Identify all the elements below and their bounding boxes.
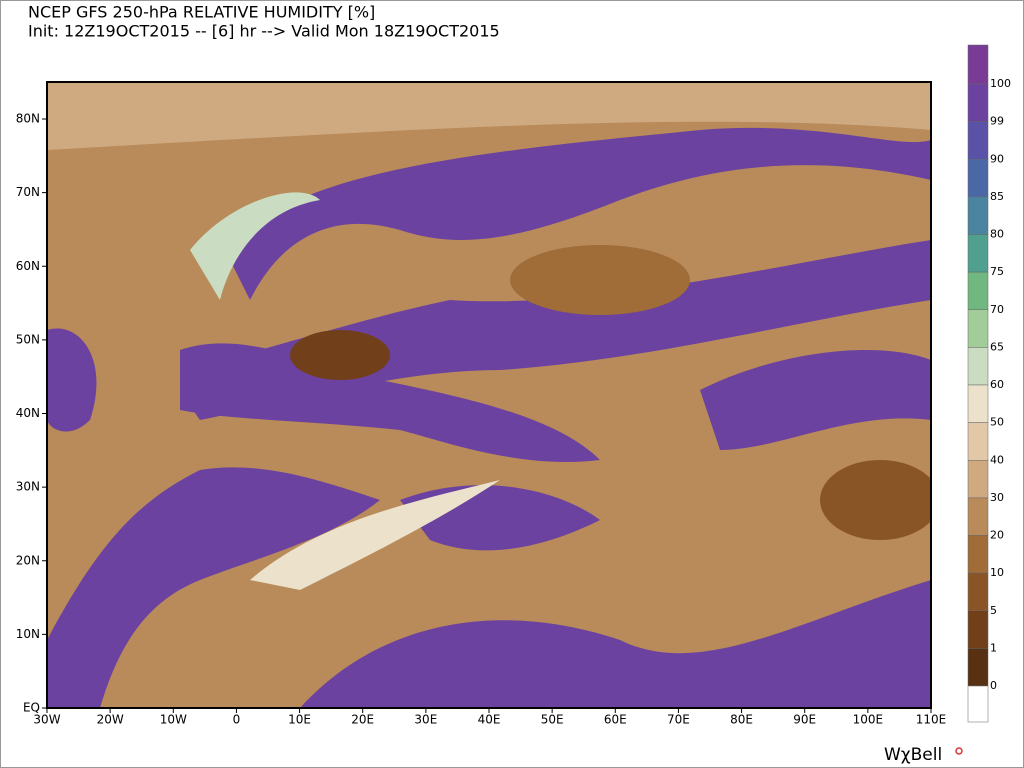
brand-dot: [955, 747, 963, 755]
colorbar-box: [967, 121, 989, 160]
colorbar-label: 85: [990, 190, 1004, 203]
field-area: [180, 343, 600, 463]
field-area: [47, 328, 97, 432]
brand-logo: WχBell: [884, 745, 942, 765]
map-field: [46, 81, 932, 709]
colorbar-box: [967, 347, 989, 386]
field-area: [700, 350, 931, 450]
field-area: [290, 330, 390, 380]
colorbar-box: [967, 535, 989, 574]
colorbar-label: 70: [990, 303, 1004, 316]
colorbar-box: [967, 422, 989, 461]
colorbar-box: [967, 648, 989, 687]
lat-label: 20N: [16, 553, 40, 567]
field-area: [250, 480, 500, 590]
lon-label: 10W: [160, 713, 187, 727]
lon-label: 40E: [478, 713, 501, 727]
field-area: [190, 192, 320, 300]
lat-label: EQ: [23, 701, 40, 715]
colorbar-label: 10: [990, 566, 1004, 579]
field-area: [188, 240, 931, 420]
field-area: [47, 467, 380, 708]
colorbar-label: 65: [990, 340, 1004, 353]
colorbar-box: [967, 44, 989, 85]
lat-label: 40N: [16, 406, 40, 420]
colorbar-label: 80: [990, 228, 1004, 241]
colorbar-label: 90: [990, 152, 1004, 165]
colorbar-box: [967, 234, 989, 273]
colorbar-label: 20: [990, 529, 1004, 542]
colorbar-box: [967, 271, 989, 310]
lon-label: 110E: [916, 713, 947, 727]
lon-label: 20E: [351, 713, 374, 727]
lat-label: 80N: [16, 112, 40, 126]
field-area: [510, 245, 690, 315]
colorbar-box: [967, 384, 989, 423]
colorbar-box: [967, 309, 989, 348]
lon-label: 30E: [414, 713, 437, 727]
lon-label: 100E: [853, 713, 884, 727]
field-area: [300, 580, 931, 708]
colorbar-label: 0: [990, 679, 997, 692]
lon-label: 70E: [667, 713, 690, 727]
colorbar-box: [967, 159, 989, 198]
colorbar-label: 99: [990, 115, 1004, 128]
colorbar-label: 5: [990, 604, 997, 617]
lon-label: 60E: [604, 713, 627, 727]
field-area: [47, 82, 931, 150]
lat-label: 10N: [16, 627, 40, 641]
colorbar-label: 75: [990, 265, 1004, 278]
colorbar-box: [967, 83, 989, 122]
colorbar-box: [967, 460, 989, 499]
colorbar-box: [967, 610, 989, 649]
colorbar-box: [967, 196, 989, 235]
lon-label: 0: [233, 713, 241, 727]
lon-label: 10E: [288, 713, 311, 727]
colorbar-label: 100: [990, 77, 1011, 90]
field-area: [820, 460, 931, 540]
colorbar-box: [967, 572, 989, 611]
lat-label: 60N: [16, 259, 40, 273]
lat-label: 50N: [16, 332, 40, 346]
colorbar-label: 40: [990, 453, 1004, 466]
lat-label: 70N: [16, 185, 40, 199]
lat-label: 30N: [16, 480, 40, 494]
colorbar-box: [967, 685, 989, 723]
lon-label: 20W: [97, 713, 124, 727]
colorbar-box: [967, 497, 989, 536]
colorbar-label: 1: [990, 641, 997, 654]
colorbar-label: 60: [990, 378, 1004, 391]
colorbar-label: 50: [990, 416, 1004, 429]
colorbar-label: 30: [990, 491, 1004, 504]
field-area: [230, 127, 931, 301]
map-subtitle: Init: 12Z19OCT2015 -- [6] hr --> Valid M…: [28, 22, 500, 41]
lon-label: 30W: [33, 713, 60, 727]
lon-label: 90E: [793, 713, 816, 727]
lon-label: 80E: [730, 713, 753, 727]
lon-label: 50E: [541, 713, 564, 727]
map-title: NCEP GFS 250-hPa RELATIVE HUMIDITY [%]: [28, 3, 375, 22]
